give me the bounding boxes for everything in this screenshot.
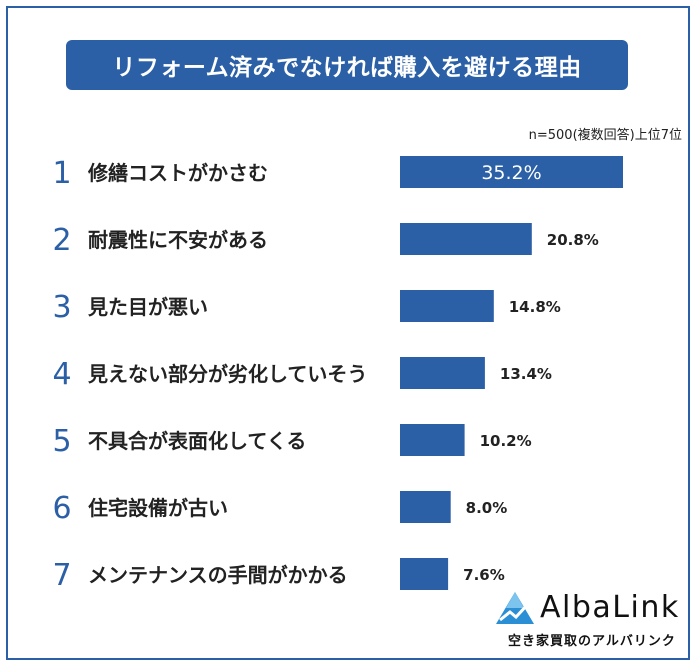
- albalink-logo: AlbaLink 空き家買取のアルバリンク: [488, 588, 688, 658]
- category-label: 見た目が悪い: [88, 295, 208, 319]
- bar: [400, 290, 494, 322]
- category-label: 不具合が表面化してくる: [88, 429, 306, 453]
- bar: [400, 491, 451, 523]
- category-label: 耐震性に不安がある: [88, 228, 268, 252]
- chart-frame: [6, 6, 690, 660]
- rank-label: 5: [52, 424, 71, 459]
- value-label: 13.4%: [500, 365, 552, 383]
- value-label: 14.8%: [509, 298, 561, 316]
- chart-title: リフォーム済みでなければ購入を避ける理由: [66, 40, 628, 90]
- bar: [400, 558, 449, 590]
- rank-label: 6: [52, 491, 71, 526]
- albalink-mark-icon: [496, 592, 534, 624]
- value-label: 7.6%: [463, 566, 505, 584]
- value-label: 8.0%: [466, 499, 508, 517]
- brand-tagline: 空き家買取のアルバリンク: [508, 634, 676, 649]
- value-label: 20.8%: [547, 231, 599, 249]
- bar: [400, 357, 485, 389]
- category-label: 住宅設備が古い: [88, 496, 228, 520]
- category-label: 見えない部分が劣化していそう: [88, 362, 367, 386]
- bar: [400, 223, 532, 255]
- rank-label: 4: [52, 357, 71, 392]
- category-label: 修繕コストがかさむ: [87, 161, 268, 185]
- brand-name: AlbaLink: [540, 590, 680, 625]
- bar: [400, 156, 623, 188]
- sample-note: n=500(複数回答)上位7位: [528, 128, 682, 143]
- bar: [400, 424, 465, 456]
- value-label: 35.2%: [481, 162, 541, 184]
- category-label: メンテナンスの手間がかかる: [88, 563, 348, 587]
- value-label: 10.2%: [480, 432, 532, 450]
- rank-label: 1: [52, 156, 71, 191]
- rank-label: 2: [52, 223, 71, 258]
- rank-label: 7: [52, 558, 71, 593]
- rank-label: 3: [52, 290, 71, 325]
